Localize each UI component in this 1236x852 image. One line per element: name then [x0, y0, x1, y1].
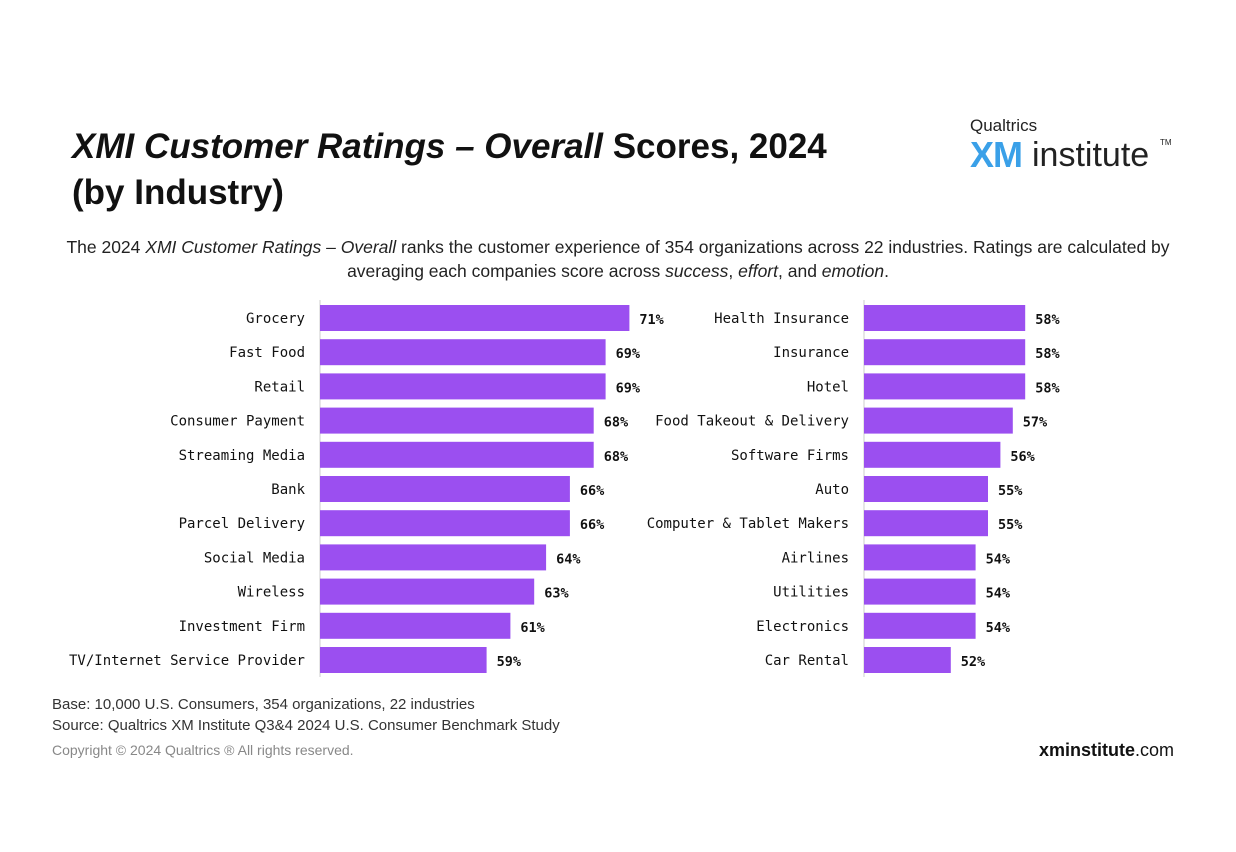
bar-2-11 [864, 647, 951, 673]
category-label-2-11: Car Rental [765, 653, 849, 669]
chart-subtitle: The 2024 XMI Customer Ratings – Overall … [60, 235, 1176, 283]
logo-trademark: TM [1160, 138, 1172, 147]
category-label-1-10: Investment Firm [179, 619, 305, 635]
title-line2: (by Industry) [72, 173, 284, 212]
bar-1-2 [320, 339, 606, 366]
value-label-1-7: 66% [580, 517, 605, 533]
subtitle-text-4: , and [778, 261, 822, 281]
chart-title: XMI Customer Ratings – Overall Scores, 2… [72, 124, 892, 216]
subtitle-italic-4: emotion [821, 261, 885, 281]
category-label-1-6: Bank [271, 482, 305, 498]
category-label-2-4: Food Takeout & Delivery [655, 414, 849, 430]
category-label-2-9: Utilities [773, 585, 849, 601]
bar-2-7 [864, 510, 988, 537]
category-label-1-7: Parcel Delivery [179, 516, 305, 532]
value-label-1-2: 69% [616, 346, 641, 362]
footer-source: Source: Qualtrics XM Institute Q3&4 2024… [52, 717, 560, 734]
bar-2-9 [864, 578, 976, 605]
subtitle-text-2: ranks the customer experience of 354 org… [347, 237, 1170, 281]
category-label-1-2: Fast Food [229, 345, 305, 361]
category-label-1-9: Wireless [238, 585, 305, 601]
bar-2-4 [864, 407, 1013, 434]
footer-base: Base: 10,000 U.S. Consumers, 354 organiz… [52, 696, 475, 713]
category-label-2-8: Airlines [782, 550, 849, 566]
value-label-2-10: 54% [986, 620, 1011, 636]
value-label-2-3: 58% [1035, 380, 1060, 396]
category-label-2-2: Insurance [773, 345, 849, 361]
site-url-bold: xminstitute [1038, 740, 1135, 760]
bar-1-9 [320, 578, 535, 605]
subtitle-italic-2: success [665, 261, 729, 281]
value-label-2-11: 52% [961, 654, 986, 670]
logo-qualtrics-text: Qualtrics [970, 116, 1038, 135]
category-label-1-11: TV/Internet Service Provider [69, 653, 305, 669]
bar-2-10 [864, 612, 976, 639]
subtitle-italic-1: XMI Customer Ratings – Overall [145, 237, 397, 257]
value-label-2-8: 54% [986, 551, 1011, 567]
subtitle-text-1: The 2024 [66, 237, 146, 257]
title-italic: XMI Customer Ratings – Overall [72, 127, 603, 166]
bar-1-8 [320, 544, 547, 571]
bar-1-10 [320, 612, 511, 639]
bar-2-5 [864, 441, 1001, 468]
bar-1-3 [320, 373, 606, 400]
value-label-1-11: 59% [497, 654, 522, 670]
bar-2-1 [864, 305, 1026, 331]
value-label-2-1: 58% [1035, 312, 1060, 328]
bar-1-7 [320, 510, 570, 537]
value-label-1-4: 68% [604, 415, 629, 431]
category-label-2-10: Electronics [756, 619, 849, 635]
bar-1-5 [320, 441, 594, 468]
logo-institute-text: institute [1032, 136, 1150, 174]
subtitle-text-5: . [884, 261, 889, 281]
subtitle-text-3: , [728, 261, 739, 281]
bar-2-8 [864, 544, 976, 571]
value-label-2-5: 56% [1010, 449, 1035, 465]
logo-xm-text: XM [970, 134, 1023, 175]
value-label-1-5: 68% [604, 449, 629, 465]
value-label-1-8: 64% [556, 551, 581, 567]
site-url: xminstitute.com [1039, 740, 1174, 761]
category-label-2-3: Hotel [807, 379, 849, 395]
subtitle-italic-3: effort [738, 261, 778, 281]
category-label-1-8: Social Media [204, 550, 305, 566]
value-label-1-3: 69% [616, 380, 641, 396]
value-label-1-9: 63% [544, 586, 569, 602]
bar-1-1 [320, 305, 630, 331]
value-label-2-9: 54% [986, 586, 1011, 602]
site-url-tld: .com [1134, 740, 1174, 760]
category-label-1-5: Streaming Media [179, 448, 305, 464]
category-label-1-3: Retail [254, 379, 305, 395]
value-label-1-1: 71% [639, 312, 664, 328]
category-label-2-6: Auto [815, 482, 849, 498]
category-label-1-4: Consumer Payment [170, 414, 305, 430]
bar-2-2 [864, 339, 1026, 366]
value-label-2-7: 55% [998, 517, 1023, 533]
bar-1-6 [320, 476, 570, 502]
category-label-2-1: Health Insurance [714, 311, 849, 327]
footer-copyright: Copyright © 2024 Qualtrics ® All rights … [52, 742, 354, 758]
bar-1-11 [320, 647, 487, 673]
value-label-1-10: 61% [520, 620, 545, 636]
xm-institute-logo: Qualtrics XM institute TM [970, 116, 1190, 180]
value-label-2-4: 57% [1023, 415, 1048, 431]
value-label-1-6: 66% [580, 483, 605, 499]
bar-2-3 [864, 373, 1026, 400]
category-label-2-5: Software Firms [731, 448, 849, 464]
value-label-2-2: 58% [1035, 346, 1060, 362]
category-label-1-1: Grocery [246, 311, 305, 327]
bar-2-6 [864, 476, 988, 502]
value-label-2-6: 55% [998, 483, 1023, 499]
bar-1-4 [320, 407, 594, 434]
category-label-2-7: Computer & Tablet Makers [647, 516, 849, 532]
title-rest: Scores, 2024 [602, 127, 827, 166]
